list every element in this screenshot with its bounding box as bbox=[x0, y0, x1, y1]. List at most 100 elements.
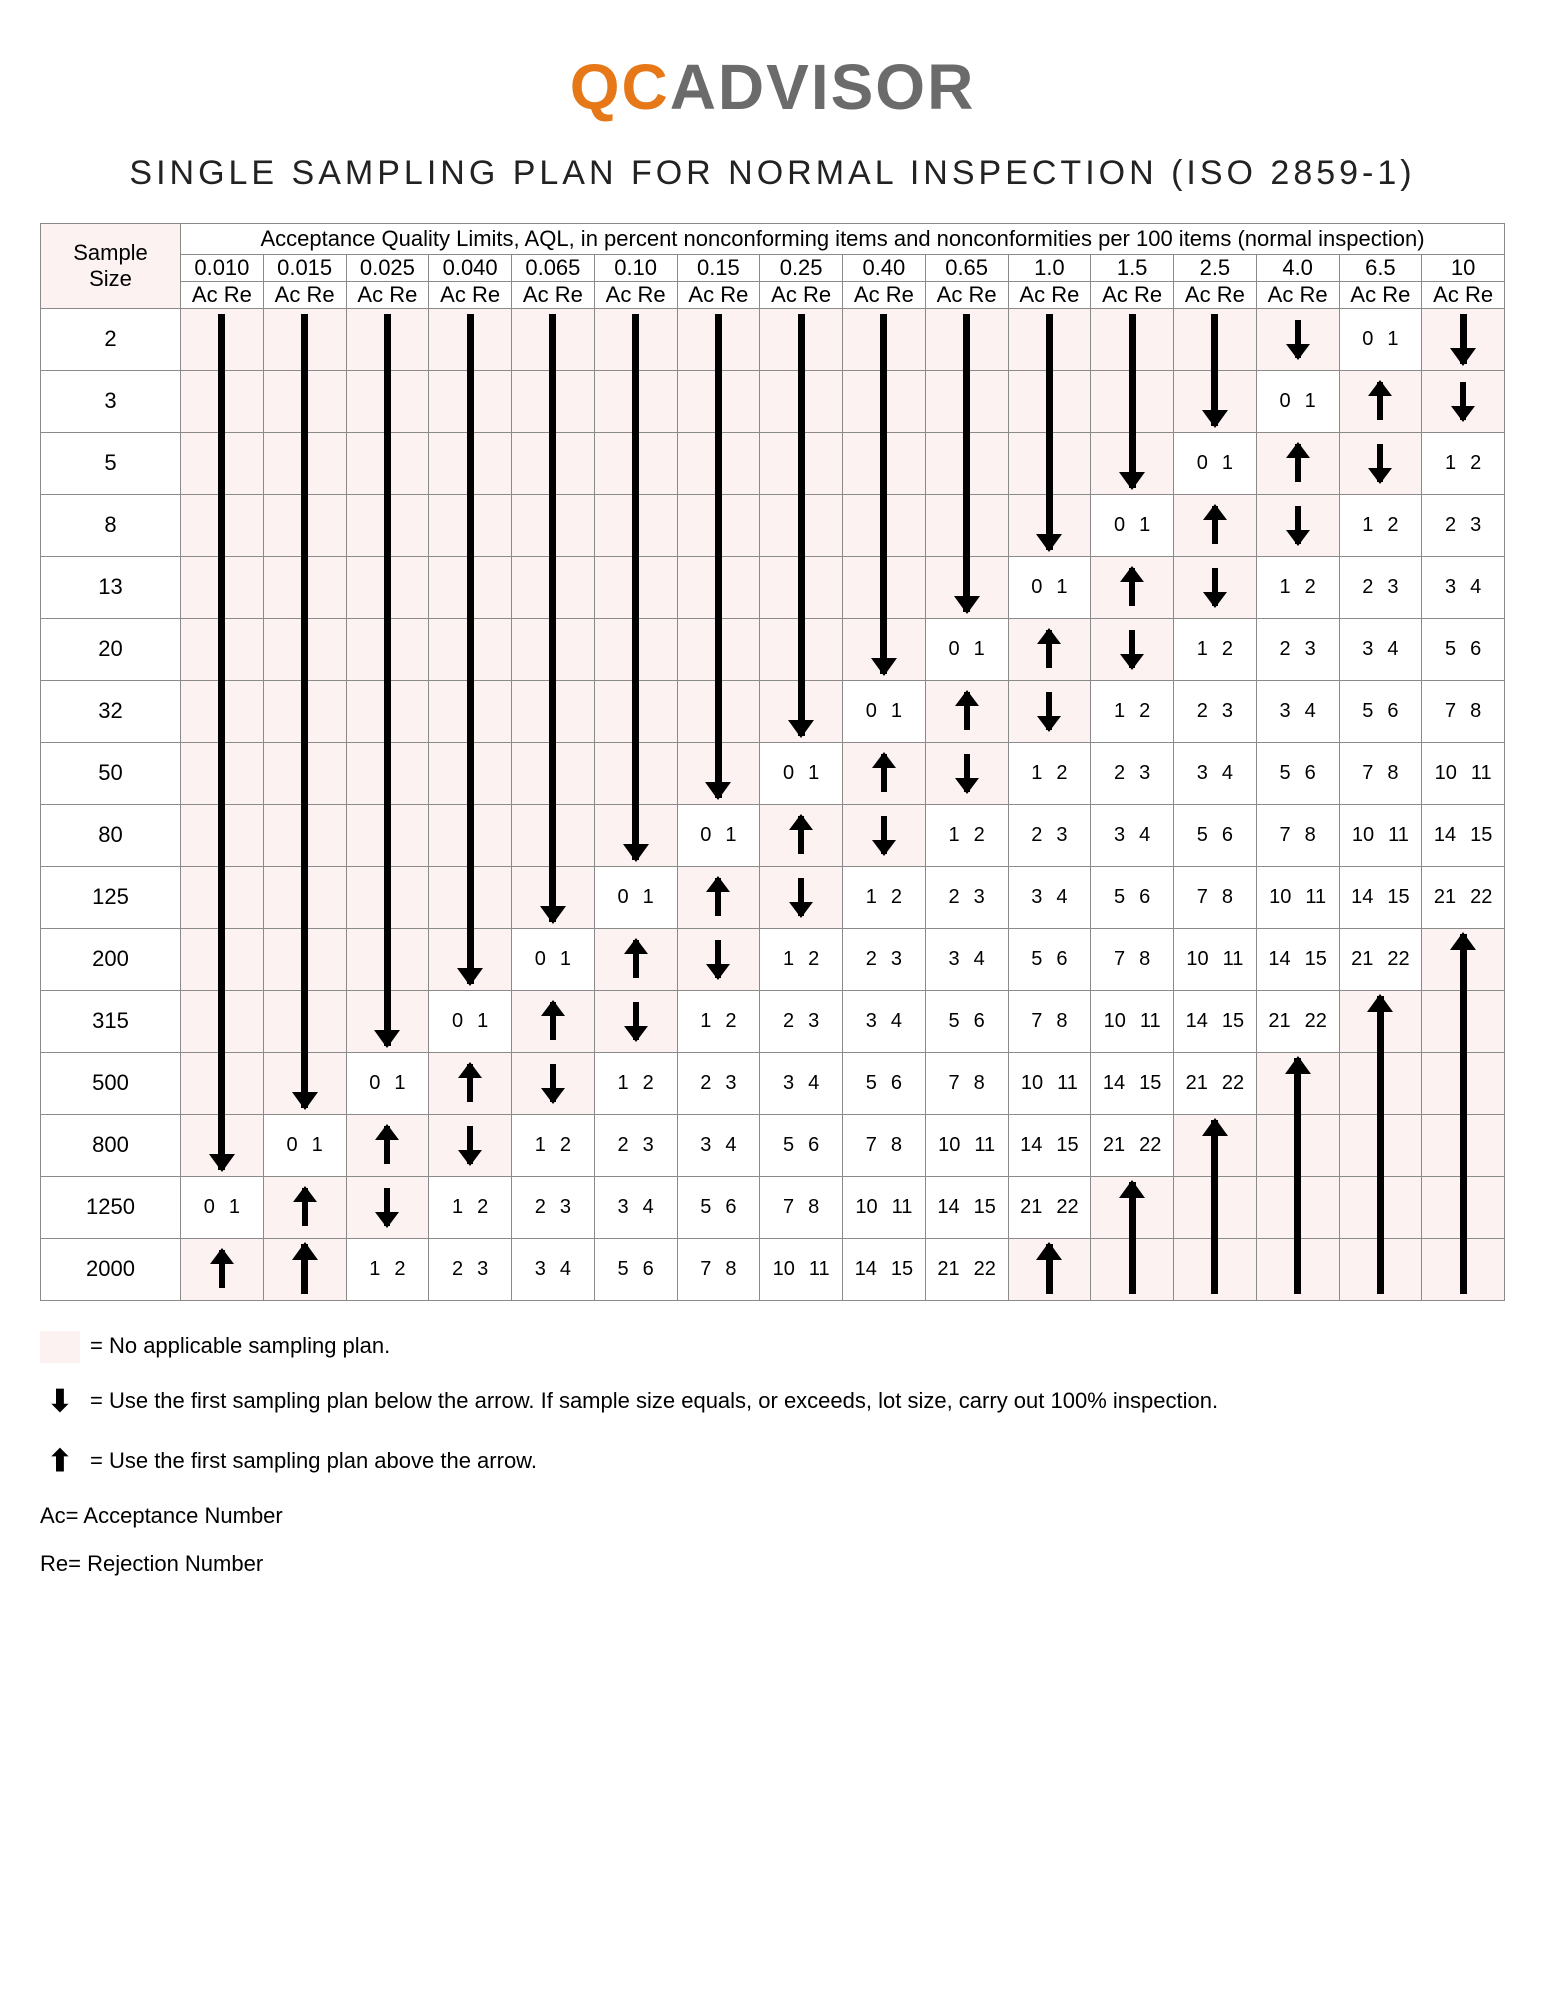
ac-re-header: Ac Re bbox=[843, 281, 926, 308]
aql-cell bbox=[1091, 1238, 1174, 1300]
aql-cell bbox=[263, 556, 346, 618]
aql-cell bbox=[263, 432, 346, 494]
reject-number: 1 bbox=[560, 948, 571, 971]
accept-number: 1 bbox=[1280, 576, 1291, 599]
aql-cell: 1415 bbox=[1091, 1052, 1174, 1114]
up-arrow-icon bbox=[550, 1002, 556, 1040]
aql-level-header: 1.0 bbox=[1008, 254, 1091, 281]
aql-cell bbox=[263, 928, 346, 990]
ac-re-header: Ac Re bbox=[181, 281, 264, 308]
aql-cell: 1011 bbox=[760, 1238, 843, 1300]
aql-cell: 34 bbox=[1339, 618, 1422, 680]
reject-number: 22 bbox=[1139, 1134, 1161, 1157]
aql-cell: 2122 bbox=[1091, 1114, 1174, 1176]
legend-down-text: = Use the first sampling plan below the … bbox=[90, 1386, 1218, 1417]
aql-cell bbox=[925, 370, 1008, 432]
accept-number: 10 bbox=[938, 1134, 960, 1157]
down-arrow-icon bbox=[1046, 692, 1052, 730]
aql-cell bbox=[263, 1238, 346, 1300]
aql-cell bbox=[1091, 308, 1174, 370]
reject-number: 2 bbox=[974, 824, 985, 847]
accept-number: 7 bbox=[866, 1134, 877, 1157]
accept-number: 0 bbox=[204, 1196, 215, 1219]
aql-cell: 78 bbox=[1174, 866, 1257, 928]
aql-cell: 23 bbox=[925, 866, 1008, 928]
sample-size-cell: 20 bbox=[41, 618, 181, 680]
aql-cell bbox=[181, 1052, 264, 1114]
reject-number: 3 bbox=[1305, 638, 1316, 661]
accept-number: 1 bbox=[1197, 638, 1208, 661]
accept-number: 1 bbox=[1445, 452, 1456, 475]
aql-cell bbox=[1256, 1052, 1339, 1114]
ac-re-header: Ac Re bbox=[1422, 281, 1505, 308]
aql-cell bbox=[429, 866, 512, 928]
down-arrow-icon bbox=[1129, 630, 1135, 668]
aql-cell bbox=[181, 804, 264, 866]
accept-number: 0 bbox=[783, 762, 794, 785]
reject-number: 3 bbox=[1056, 824, 1067, 847]
aql-cell: 01 bbox=[263, 1114, 346, 1176]
reject-number: 2 bbox=[1387, 514, 1398, 537]
aql-cell bbox=[677, 494, 760, 556]
aql-cell bbox=[1091, 618, 1174, 680]
accept-number: 5 bbox=[1280, 762, 1291, 785]
reject-number: 3 bbox=[891, 948, 902, 971]
reject-number: 1 bbox=[974, 638, 985, 661]
aql-cell: 1011 bbox=[925, 1114, 1008, 1176]
reject-number: 8 bbox=[725, 1258, 736, 1281]
aql-level-header: 0.40 bbox=[843, 254, 926, 281]
accept-number: 5 bbox=[949, 1010, 960, 1033]
reject-number: 11 bbox=[1471, 762, 1492, 785]
aql-cell: 78 bbox=[925, 1052, 1008, 1114]
aql-cell bbox=[1174, 1176, 1257, 1238]
aql-cell: 1011 bbox=[1256, 866, 1339, 928]
up-arrow-icon bbox=[715, 878, 721, 916]
accept-number: 10 bbox=[1021, 1072, 1043, 1095]
aql-cell bbox=[181, 618, 264, 680]
aql-cell bbox=[677, 866, 760, 928]
aql-level-header: 0.15 bbox=[677, 254, 760, 281]
aql-cell: 56 bbox=[1174, 804, 1257, 866]
aql-cell bbox=[594, 928, 677, 990]
aql-cell bbox=[677, 308, 760, 370]
reject-number: 2 bbox=[891, 886, 902, 909]
aql-cell bbox=[760, 494, 843, 556]
aql-cell: 2122 bbox=[1339, 928, 1422, 990]
accept-number: 0 bbox=[1280, 390, 1291, 413]
aql-cell bbox=[1422, 1176, 1505, 1238]
reject-number: 8 bbox=[1305, 824, 1316, 847]
accept-number: 10 bbox=[1186, 948, 1208, 971]
aql-cell bbox=[346, 1176, 429, 1238]
ac-re-header: Ac Re bbox=[429, 281, 512, 308]
aql-cell bbox=[346, 370, 429, 432]
up-arrow-icon bbox=[964, 692, 970, 730]
aql-cell bbox=[1422, 1052, 1505, 1114]
aql-cell bbox=[594, 804, 677, 866]
accept-number: 5 bbox=[1114, 886, 1125, 909]
accept-number: 3 bbox=[1445, 576, 1456, 599]
aql-cell: 01 bbox=[346, 1052, 429, 1114]
reject-number: 1 bbox=[1305, 390, 1316, 413]
aql-title-header: Acceptance Quality Limits, AQL, in perce… bbox=[181, 224, 1505, 255]
accept-number: 5 bbox=[1362, 700, 1373, 723]
reject-number: 2 bbox=[725, 1010, 736, 1033]
aql-cell bbox=[594, 308, 677, 370]
aql-cell: 56 bbox=[1339, 680, 1422, 742]
accept-number: 0 bbox=[618, 886, 629, 909]
accept-number: 10 bbox=[1352, 824, 1374, 847]
aql-cell bbox=[429, 928, 512, 990]
legend-ac: Ac= Acceptance Number bbox=[40, 1501, 1505, 1532]
logo-qc: QC bbox=[570, 51, 670, 123]
aql-cell bbox=[925, 742, 1008, 804]
accept-number: 3 bbox=[1197, 762, 1208, 785]
aql-cell bbox=[925, 432, 1008, 494]
aql-cell bbox=[677, 680, 760, 742]
aql-cell: 78 bbox=[1008, 990, 1091, 1052]
reject-number: 3 bbox=[725, 1072, 736, 1095]
aql-cell bbox=[1422, 990, 1505, 1052]
reject-number: 3 bbox=[560, 1196, 571, 1219]
aql-cell bbox=[1339, 990, 1422, 1052]
aql-cell bbox=[594, 432, 677, 494]
reject-number: 15 bbox=[1222, 1010, 1244, 1033]
reject-number: 3 bbox=[1222, 700, 1233, 723]
